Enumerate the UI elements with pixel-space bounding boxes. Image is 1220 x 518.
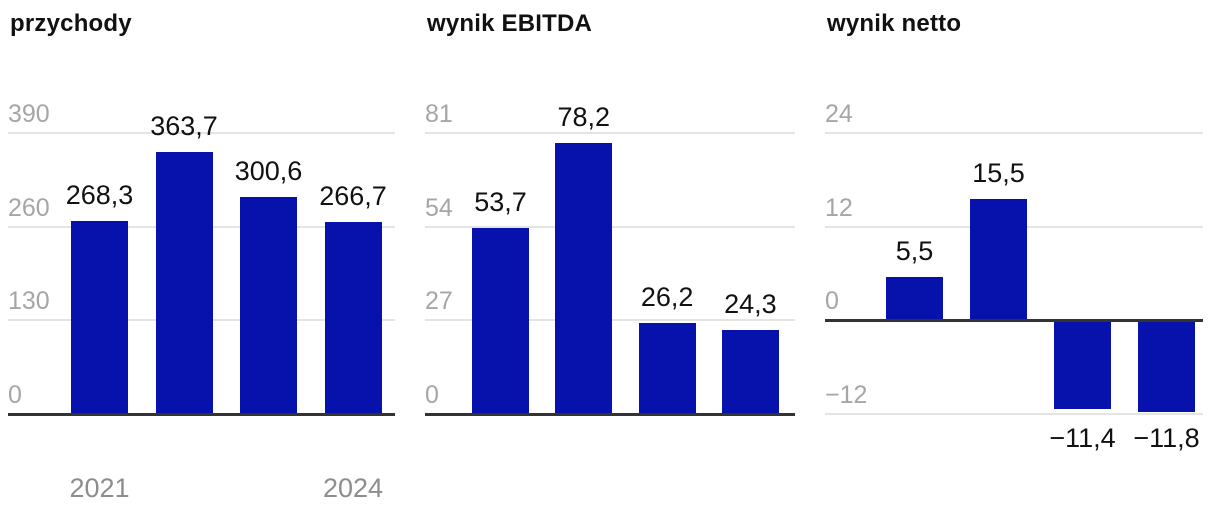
y-tick-label: 260 xyxy=(8,193,50,222)
bar-value-label: 266,7 xyxy=(319,180,387,211)
gridline xyxy=(8,132,395,134)
y-tick-label: 12 xyxy=(825,193,853,222)
bar-value-label: 5,5 xyxy=(895,236,934,267)
y-tick-label: 81 xyxy=(425,100,453,128)
bar xyxy=(721,329,779,414)
bar xyxy=(886,277,943,321)
bar-value-label: 26,2 xyxy=(640,282,694,313)
gridline xyxy=(425,132,795,134)
bar-value-label: −11,4 xyxy=(1049,423,1116,453)
bar-value-label: 24,3 xyxy=(724,288,777,319)
bar xyxy=(970,199,1027,321)
y-tick-label: 390 xyxy=(8,100,50,128)
chart-title-wynik-netto: wynik netto xyxy=(827,10,962,37)
gridline xyxy=(825,132,1203,134)
y-tick-label: 0 xyxy=(8,381,22,410)
zero-axis-line xyxy=(8,412,395,416)
zero-axis-line xyxy=(825,318,1203,322)
bar xyxy=(1054,321,1111,410)
y-tick-label: 27 xyxy=(425,287,453,316)
bar-value-label: 53,7 xyxy=(474,186,527,217)
bar-value-label: 363,7 xyxy=(150,110,218,141)
y-tick-label: −12 xyxy=(825,381,868,410)
x-tick-label: 2024 xyxy=(322,473,384,503)
bar-value-label: 78,2 xyxy=(557,101,611,132)
bar-value-label: 268,3 xyxy=(65,179,134,210)
chart-title-wynik-ebitda: wynik EBITDA xyxy=(427,10,593,37)
chart-title-przychody: przychody xyxy=(10,10,132,37)
y-tick-label: 24 xyxy=(825,100,853,128)
bar-value-label: 15,5 xyxy=(972,158,1025,189)
gridline xyxy=(825,413,1203,415)
bar xyxy=(240,197,297,414)
bar xyxy=(71,220,128,414)
bar xyxy=(472,227,529,414)
bar xyxy=(638,323,696,414)
bar xyxy=(1138,321,1195,413)
y-tick-label: 54 xyxy=(425,193,453,222)
bar-value-label: −11,8 xyxy=(1133,423,1200,453)
x-tick-label: 2021 xyxy=(69,473,130,503)
bar xyxy=(155,151,213,414)
y-tick-label: 0 xyxy=(425,381,439,410)
bar xyxy=(555,142,613,414)
bar-value-label: 300,6 xyxy=(234,156,303,187)
zero-axis-line xyxy=(425,412,795,416)
bar xyxy=(324,221,382,414)
y-tick-label: 130 xyxy=(8,287,50,316)
y-tick-label: 0 xyxy=(825,287,839,316)
